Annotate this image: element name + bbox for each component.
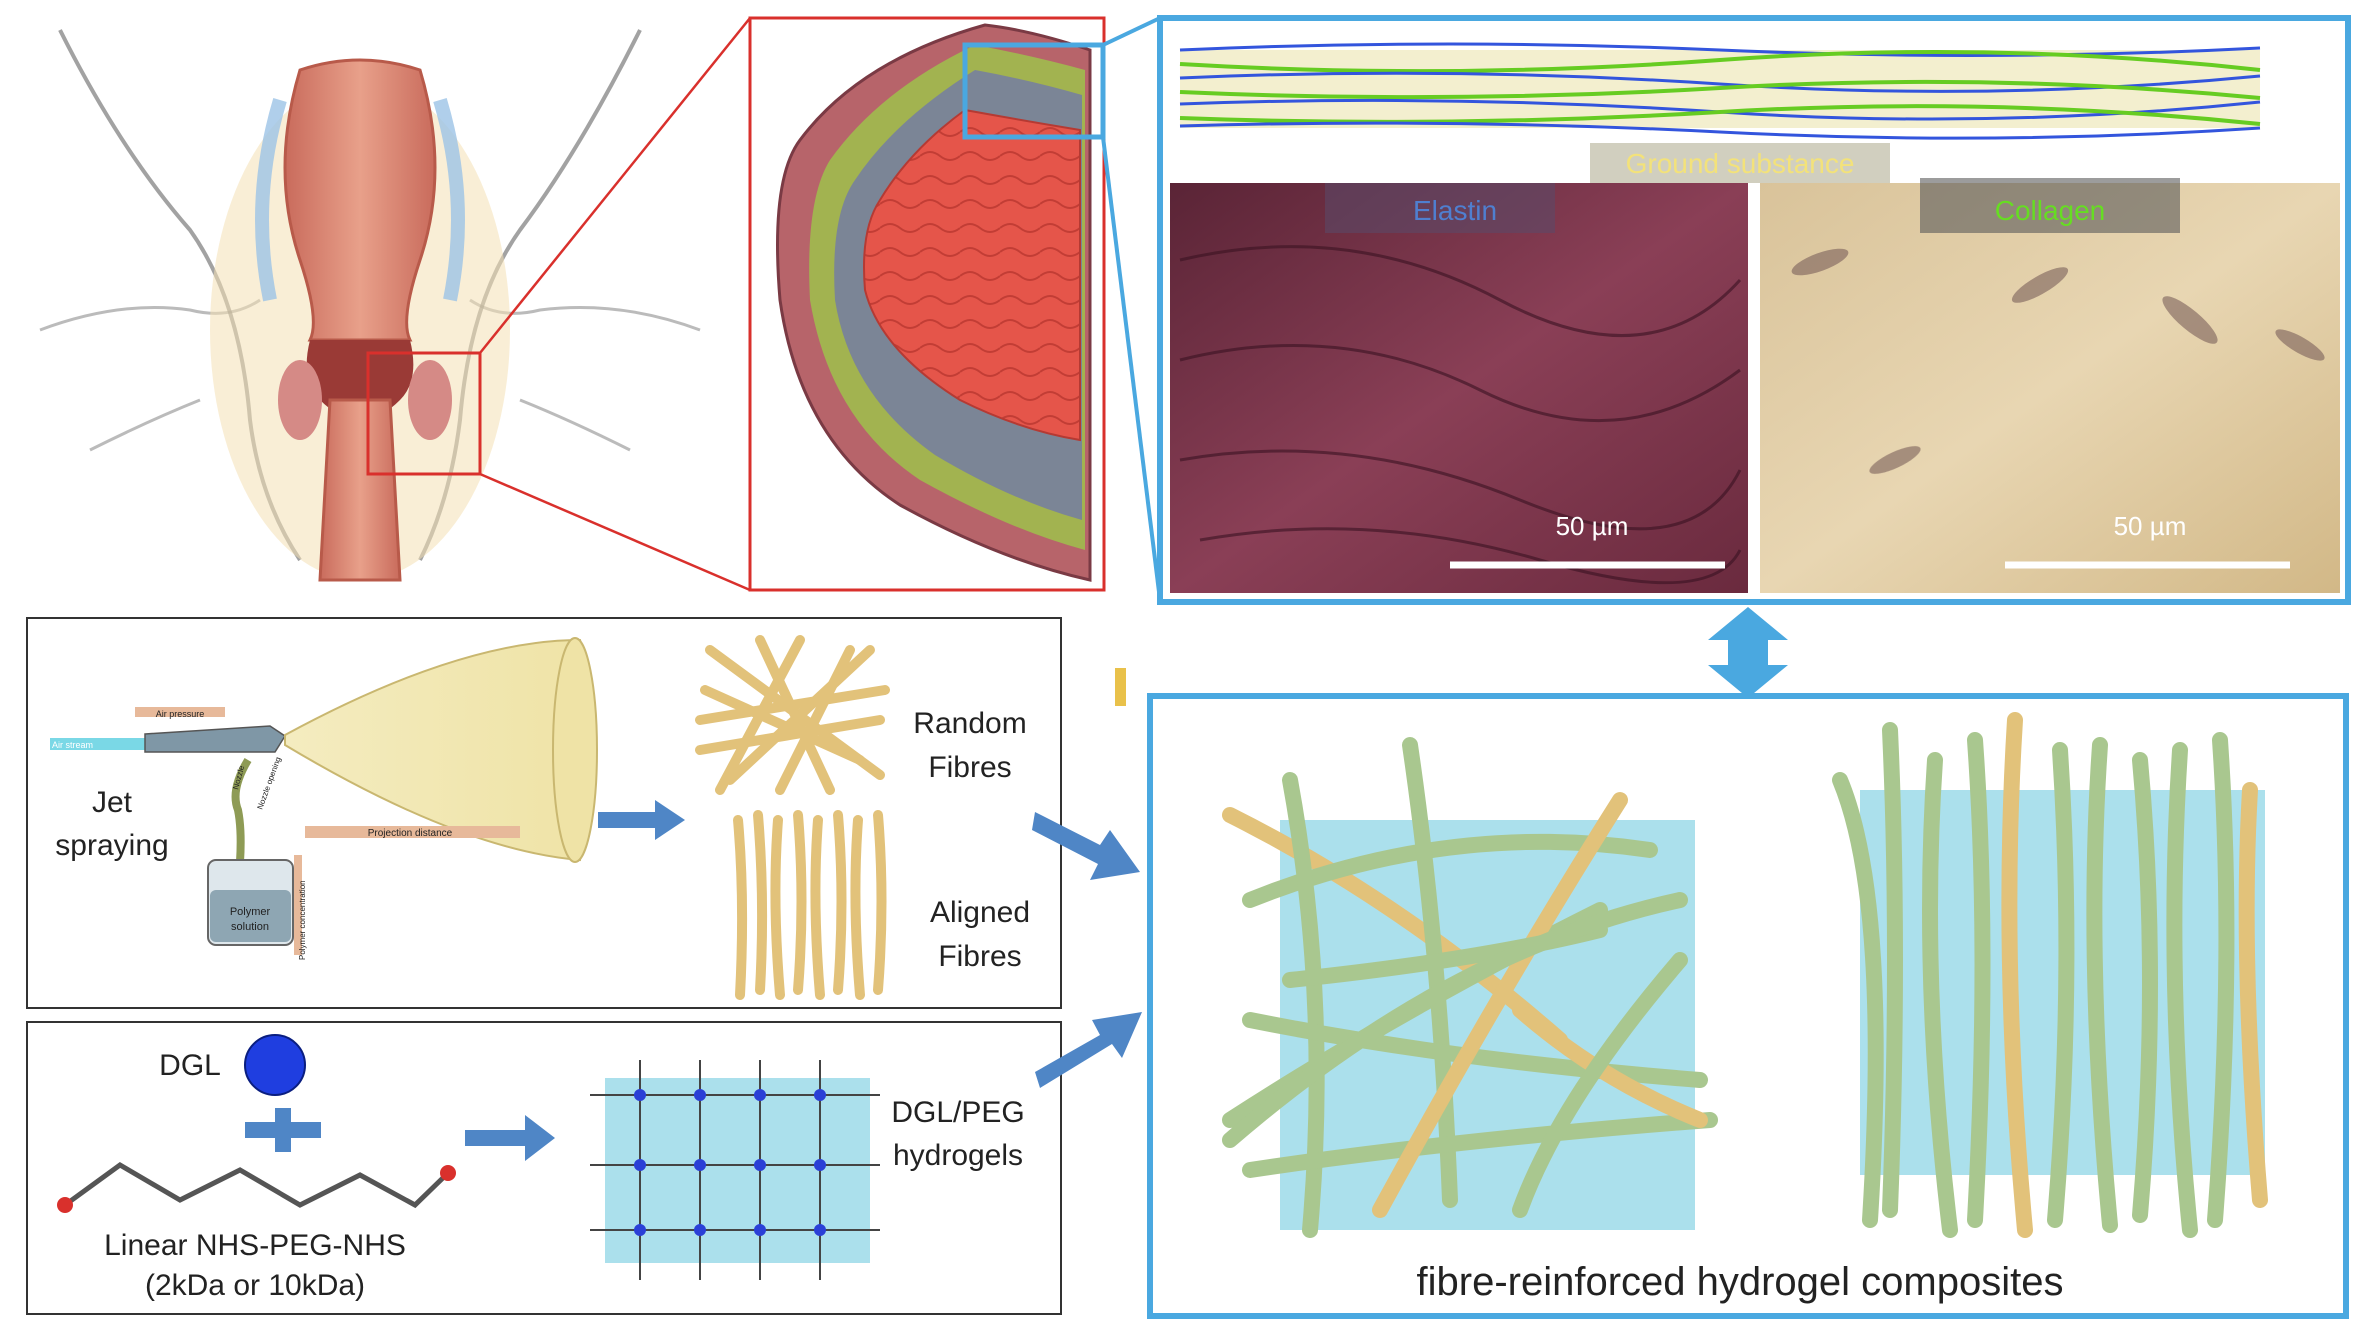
polymer-solution-label-1: Polymer (230, 906, 271, 918)
hydrogel-panel (26, 1021, 1062, 1315)
zoom-box-larynx (366, 351, 482, 476)
larynx-illustration (39, 29, 701, 582)
elastin-label-bg (1325, 183, 1555, 233)
plus-icon (245, 1108, 321, 1152)
zoom-box-fibres (962, 42, 1106, 140)
collagen-micrograph (1760, 183, 2340, 593)
nozzle-body (144, 725, 287, 753)
hydrogel-dgl-nodes (634, 1089, 826, 1236)
nhs-end-right (440, 1165, 456, 1181)
aligned-fibres-icon (733, 810, 887, 1000)
peg-chain (63, 1162, 450, 1209)
aligned-fibres-label-2: Fibres (938, 940, 1021, 973)
polymer-solution-label-2: solution (231, 921, 269, 933)
random-fibres-label-1: Random (913, 707, 1026, 740)
scale-label-collagen: 50 µm (2114, 511, 2187, 541)
double-arrow-icon (1708, 607, 1788, 698)
composite-caption: fibre-reinforced hydrogel composites (1417, 1260, 2064, 1304)
collagen-label-bg (1920, 178, 2180, 233)
feed-tube (231, 757, 252, 863)
random-fibres-icon (695, 635, 890, 795)
zoom-line-blue-top (1102, 16, 1161, 47)
zoom-line-blue-bottom (1101, 136, 1162, 601)
polymer-concentration-label: Polymer concentration (298, 880, 307, 960)
linker-label-2: (2kDa or 10kDa) (145, 1269, 365, 1302)
aligned-fibres-label-1: Aligned (930, 896, 1030, 929)
hydrogel-network-block (605, 1078, 870, 1263)
arrow-fibres-to-composite (1032, 812, 1140, 880)
dgl-sphere-icon (244, 1034, 306, 1096)
elastin-micrograph (1170, 183, 1748, 593)
dgl-label: DGL (159, 1049, 221, 1082)
air-stream-bar (50, 738, 145, 750)
arrow-to-hydrogel (465, 1115, 555, 1161)
nhs-end-left (57, 1197, 73, 1213)
vocal-fold-cross-section (776, 23, 1092, 582)
polymer-liquid (210, 890, 291, 942)
projection-distance-label: Projection distance (368, 828, 453, 839)
air-stream-label: Air stream (52, 740, 93, 750)
ground-substance-label-bg (1590, 143, 1890, 183)
air-pressure-label: Air pressure (156, 709, 205, 719)
hydrogel-label-2: hydrogels (893, 1139, 1023, 1172)
yellow-marker (1115, 668, 1126, 706)
random-fibres-label-2: Fibres (928, 751, 1011, 784)
scale-label-elastin: 50 µm (1556, 511, 1629, 541)
hydrogel-label-1: DGL/PEG (891, 1096, 1024, 1129)
collagen-cells (1791, 248, 2325, 474)
elastin-label: Elastin (1413, 195, 1497, 226)
elastin-texture (1179, 245, 1742, 585)
fibre-bundle-illustration (1179, 42, 2261, 140)
ground-substance-label: Ground substance (1626, 148, 1855, 179)
linker-label-1: Linear NHS-PEG-NHS (104, 1229, 406, 1262)
spray-cone-end (552, 637, 598, 863)
arrow-to-fibres (598, 800, 685, 840)
arrow-hydrogel-to-composite (1035, 1012, 1142, 1088)
zoom-line-bottom (479, 472, 751, 592)
jet-label-1: Jet (92, 786, 133, 819)
zoom-line-top (479, 17, 751, 354)
jet-label-2: spraying (55, 829, 168, 862)
collagen-label: Collagen (1995, 195, 2106, 226)
aligned-composite-fibres (1832, 712, 2268, 1238)
random-composite-fibres (1222, 737, 1718, 1238)
